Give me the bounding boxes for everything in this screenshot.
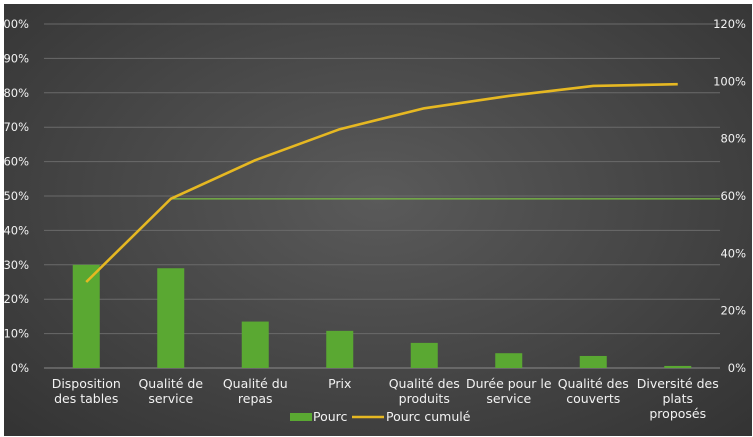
y-left-tick-label: 60% — [4, 155, 29, 169]
x-category-label-line: Prix — [328, 376, 351, 391]
legend-label-pourc-cumule: Pourc cumulé — [386, 409, 471, 424]
x-category-label-line: repas — [238, 391, 273, 406]
bar — [326, 330, 354, 368]
bar — [241, 321, 269, 368]
x-category-label: Diversité des plats proposés — [637, 376, 719, 421]
legend-swatch-pourc — [290, 413, 312, 421]
x-category-label-line: Durée pour le — [466, 376, 552, 391]
bar — [579, 355, 607, 368]
bar — [157, 268, 185, 368]
x-category-label-line: Qualité de — [138, 376, 203, 391]
x-category-label: Qualité du repas — [223, 376, 288, 406]
x-category-label-line: Qualité du — [223, 376, 288, 391]
legend-label-pourc: Pourc — [313, 409, 348, 424]
x-category-label: Qualité des produits — [389, 376, 460, 406]
cumulative-line — [85, 82, 678, 283]
bar — [495, 353, 523, 368]
y-left-tick-label: 40% — [4, 223, 29, 237]
x-category-label: Durée pour le service — [466, 376, 552, 406]
x-category-label: Prix — [328, 376, 351, 391]
x-category-label: Qualité des couverts — [558, 376, 629, 406]
x-category-label-line: Disposition — [52, 376, 121, 391]
x-category-label-line: des tables — [54, 391, 118, 406]
y-right-tick-label: 20% — [720, 304, 746, 318]
bar — [410, 342, 438, 368]
y-left-tick-label: 90% — [4, 51, 29, 65]
y-left-tick-label: 30% — [4, 258, 29, 272]
x-category-label-line: produits — [399, 391, 450, 406]
y-left-tick-label: 50% — [4, 189, 29, 203]
x-category-label-line: service — [148, 391, 193, 406]
y-right-tick-label: 0% — [728, 361, 746, 375]
y-left-tick-label: 80% — [4, 86, 29, 100]
x-category-label-line: Qualité des — [389, 376, 460, 391]
x-category-label-line: Qualité des — [558, 376, 629, 391]
y-left-tick-label: 100% — [4, 17, 29, 31]
bar — [664, 365, 692, 368]
x-category-label: Qualité de service — [138, 376, 203, 406]
y-left-tick-label: 20% — [4, 292, 29, 306]
y-right-tick-label: 40% — [720, 246, 746, 260]
y-right-tick-label: 100% — [713, 74, 746, 88]
x-category-label-line: couverts — [566, 391, 620, 406]
pareto-chart: 0% 10% 20% 30% 40% 50% 60% 70% 80% 90% 100% 0% 20% 40… — [4, 4, 752, 436]
y-right-tick-label: 80% — [720, 132, 746, 146]
y-left-tick-label: 10% — [4, 327, 29, 341]
y-left-tick-label: 0% — [11, 361, 29, 375]
y-right-tick-label: 120% — [713, 17, 746, 31]
x-category-label-line: Diversité des — [637, 376, 719, 391]
chart-canvas: 0% 10% 20% 30% 40% 50% 60% 70% 80% 90% 100% 0% 20% 40… — [4, 17, 746, 424]
x-category-label: Disposition des tables — [52, 376, 121, 406]
y-right-tick-label: 60% — [720, 189, 746, 203]
x-category-label-line: service — [486, 391, 531, 406]
y-left-tick-label: 70% — [4, 120, 29, 134]
x-category-label-line: proposés — [649, 406, 706, 421]
x-category-label-line: plats — [663, 391, 693, 406]
